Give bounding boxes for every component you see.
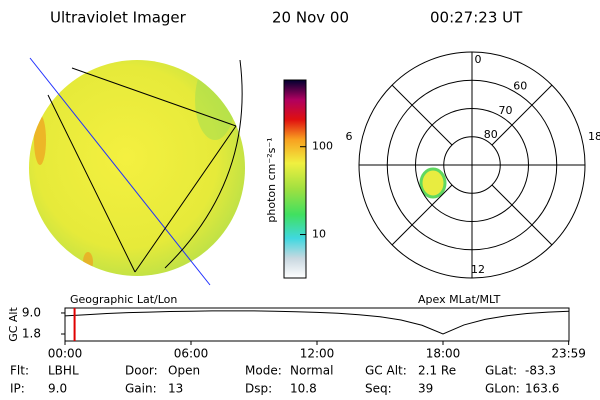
polar-emission — [419, 167, 447, 199]
info-value: -83.3 — [525, 364, 556, 378]
image-label: Geographic Lat/Lon — [70, 293, 177, 306]
x-tick-label: 00:00 — [48, 347, 83, 361]
info-value: 163.6 — [525, 382, 559, 396]
info-value: 2.1 Re — [418, 364, 456, 378]
colorbar-label: photon cm⁻²s⁻¹ — [265, 137, 278, 222]
instrument: Ultraviolet Imager — [50, 9, 187, 27]
colorbar-tick-label: 100 — [312, 140, 333, 153]
y-tick-label: 9.0 — [22, 305, 41, 319]
info-value: 10.8 — [290, 382, 317, 396]
info-label: Flt: — [10, 364, 29, 378]
info-label: GLat: — [485, 364, 517, 378]
info-value: Open — [168, 364, 200, 378]
colorbar-tick-label: 10 — [312, 228, 326, 241]
info-label: Gain: — [125, 382, 157, 396]
info-value: 13 — [168, 382, 183, 396]
polar-diagonal — [491, 84, 553, 146]
alt-ylabel: GC Alt — [7, 307, 20, 342]
polar-label: Apex MLat/MLT — [418, 293, 501, 306]
info-label: Dsp: — [245, 382, 272, 396]
info-label: Seq: — [365, 382, 392, 396]
colorbar — [283, 79, 307, 279]
info-label: Door: — [125, 364, 158, 378]
time: 00:27:23 UT — [430, 9, 523, 27]
date: 20 Nov 00 — [272, 9, 349, 27]
uv-image — [29, 57, 245, 286]
info-label: IP: — [10, 382, 25, 396]
polar-diagonal — [391, 184, 453, 246]
mlt-label: 18 — [588, 130, 600, 143]
x-tick-label: 12:00 — [300, 347, 335, 361]
info-value: LBHL — [48, 364, 79, 378]
x-tick-label: 06:00 — [174, 347, 209, 361]
info-label: Mode: — [245, 364, 282, 378]
y-tick-label: 1.8 — [22, 326, 41, 340]
mlt-label: 6 — [346, 130, 353, 143]
lat-label: 80 — [484, 128, 498, 141]
polar-diagonal — [491, 184, 553, 246]
info-label: GLon: — [485, 382, 520, 396]
mlt-label: 0 — [475, 53, 482, 66]
info-value: 39 — [418, 382, 433, 396]
info-label: GC Alt: — [365, 364, 407, 378]
alt-frame — [64, 307, 570, 342]
mlt-label: 12 — [471, 263, 485, 276]
x-tick-label: 23:59 — [551, 347, 586, 361]
lat-label: 60 — [513, 80, 527, 93]
info-value: 9.0 — [48, 382, 67, 396]
lat-label: 70 — [499, 104, 513, 117]
alt-curve — [64, 310, 570, 335]
info-value: Normal — [290, 364, 333, 378]
x-tick-label: 18:00 — [426, 347, 461, 361]
polar-diagonal — [391, 84, 453, 146]
